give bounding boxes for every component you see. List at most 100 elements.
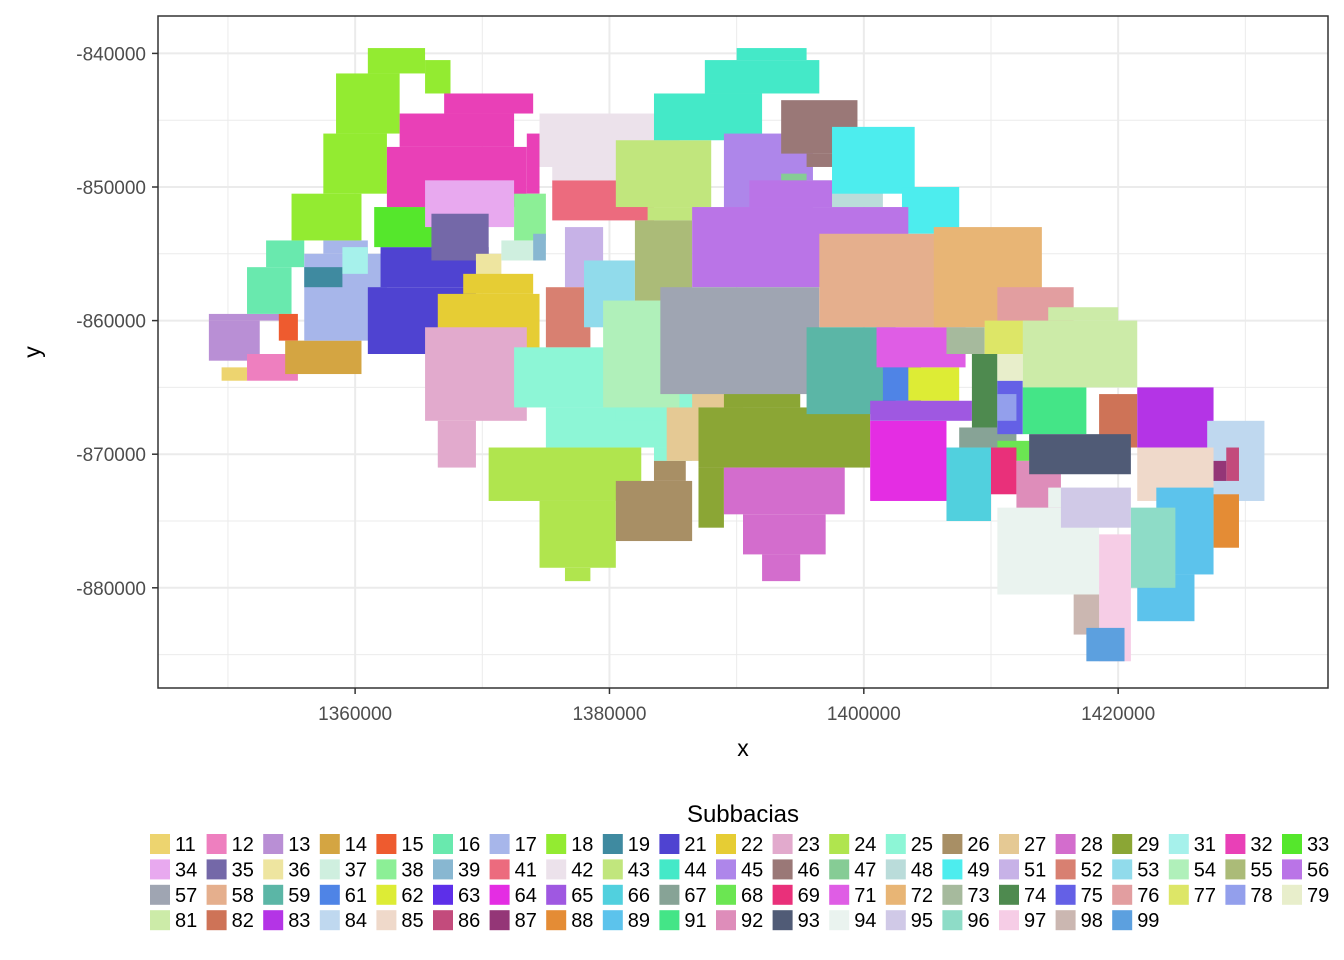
subbasin-43-cell	[647, 207, 699, 221]
legend-label-42: 42	[571, 859, 593, 881]
legend-swatch-67	[659, 884, 680, 905]
subbasin-39-cell	[533, 233, 546, 261]
subbasin-24-cell	[564, 567, 591, 582]
legend-swatch-91	[659, 910, 680, 931]
subbasin-16-cell	[266, 240, 305, 268]
legend-label-39: 39	[458, 859, 480, 881]
subbasin-65-cell	[870, 400, 972, 421]
legend-label-89: 89	[628, 910, 650, 932]
legend-label-46: 46	[798, 859, 820, 881]
legend-label-77: 77	[1194, 885, 1216, 907]
legend-label-31: 31	[1194, 834, 1216, 856]
subbasin-52-cell	[545, 287, 591, 348]
subbasin-11-cell	[221, 367, 248, 381]
subbasin-25-cell	[514, 347, 616, 408]
legend-label-83: 83	[288, 910, 310, 932]
legend-label-25: 25	[911, 834, 933, 856]
subbasin-28-cell	[762, 554, 801, 582]
legend-label-33: 33	[1307, 834, 1329, 856]
subbasin-81-cell	[1022, 320, 1138, 388]
legend-label-65: 65	[571, 885, 593, 907]
legend-label-51: 51	[1024, 859, 1046, 881]
legend-label-27: 27	[1024, 834, 1046, 856]
legend-label-53: 53	[1137, 859, 1159, 881]
legend-label-38: 38	[401, 859, 423, 881]
legend-label-18: 18	[571, 834, 593, 856]
subbasin-23-cell	[425, 327, 527, 421]
legend-label-32: 32	[1250, 834, 1272, 856]
subbasin-19-cell	[304, 267, 343, 288]
legend-swatch-35	[206, 859, 227, 880]
legend-swatch-32	[1225, 834, 1246, 854]
legend-swatch-51	[999, 859, 1019, 880]
subbasin-44-cell	[736, 48, 807, 61]
legend-label-81: 81	[175, 910, 197, 932]
legend-swatch-71	[829, 884, 850, 905]
subbasin-18-cell	[291, 193, 362, 241]
subbasin-13-cell	[208, 313, 286, 321]
legend-label-29: 29	[1137, 834, 1159, 856]
subbasin-87-cell	[1213, 460, 1227, 481]
legend-swatch-18	[546, 834, 567, 854]
legend-label-41: 41	[515, 859, 537, 881]
legend-label-87: 87	[515, 910, 537, 932]
legend-label-92: 92	[741, 910, 763, 932]
legend-label-34: 34	[175, 859, 197, 881]
legend-label-12: 12	[232, 834, 254, 856]
legend-swatch-52	[1055, 859, 1076, 880]
legend-label-24: 24	[854, 834, 876, 856]
legend-swatch-72	[885, 884, 906, 905]
legend-label-21: 21	[684, 834, 706, 856]
legend-swatch-37	[319, 859, 340, 880]
legend-label-86: 86	[458, 910, 480, 932]
legend-label-94: 94	[854, 910, 876, 932]
subbasin-57-cell	[660, 287, 820, 395]
subbasin-62-cell	[908, 367, 960, 401]
legend-label-64: 64	[515, 885, 537, 907]
legend-label-23: 23	[798, 834, 820, 856]
legend-label-43: 43	[628, 859, 650, 881]
legend-swatch-27	[999, 834, 1019, 854]
legend-swatch-57	[150, 884, 170, 905]
subbasin-18-cell	[425, 60, 451, 94]
subbasin-24-cell	[539, 500, 616, 568]
legend-swatch-41	[489, 859, 510, 880]
x-tick-label: 1420000	[1081, 704, 1155, 725]
legend-swatch-31	[1168, 834, 1189, 854]
subbasin-31-cell	[342, 247, 368, 274]
legend-label-37: 37	[345, 859, 367, 881]
panel-border	[157, 15, 1329, 689]
legend-label-52: 52	[1081, 859, 1103, 881]
legend-label-68: 68	[741, 885, 763, 907]
legend-label-56: 56	[1307, 859, 1329, 881]
legend-swatch-68	[716, 884, 736, 905]
subbasin-16-cell	[247, 267, 292, 314]
subbasin-46-cell	[806, 153, 839, 167]
legend-swatch-16	[433, 834, 453, 854]
legend-label-78: 78	[1250, 885, 1272, 907]
legend-label-63: 63	[458, 885, 480, 907]
subbasin-86-cell	[1226, 447, 1239, 481]
subbasin-32-cell	[444, 93, 534, 114]
legend-swatch-77	[1168, 884, 1189, 905]
subbasin-18-cell	[323, 133, 387, 194]
subbasin-38-cell	[514, 193, 546, 241]
subbasin-64-cell	[870, 420, 947, 501]
legend-label-11: 11	[175, 834, 196, 856]
subbasin-95-cell	[1060, 487, 1131, 528]
y-tick-label: -850000	[76, 178, 146, 199]
legend-label-85: 85	[401, 910, 423, 932]
legend-label-13: 13	[288, 834, 310, 856]
legend-swatch-82	[206, 910, 227, 931]
legend-label-93: 93	[798, 910, 820, 932]
y-tick-label: -870000	[76, 445, 146, 466]
subbasin-73-cell	[946, 327, 985, 355]
subbasin-24-cell	[488, 447, 642, 501]
legend-swatch-59	[263, 884, 284, 905]
y-tick-label: -880000	[76, 579, 146, 600]
legend-label-14: 14	[345, 834, 367, 856]
legend-label-45: 45	[741, 859, 763, 881]
subbasin-26-cell	[615, 480, 693, 542]
subbasin-49-cell	[901, 187, 960, 234]
legend-swatch-93	[772, 910, 793, 931]
